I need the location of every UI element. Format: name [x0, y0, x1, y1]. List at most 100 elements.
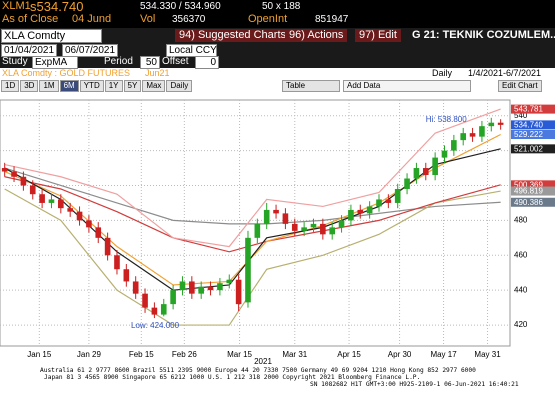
date-range: 1/4/2021-6/7/2021: [468, 68, 542, 78]
security-input[interactable]: XLA Comdty: [1, 29, 102, 43]
candle-body: [29, 185, 36, 195]
candle-body: [160, 304, 167, 315]
candle-body: [1, 168, 8, 172]
period-button[interactable]: Max: [142, 80, 166, 92]
candle-body: [67, 208, 73, 212]
candle-body: [207, 286, 214, 291]
actions-button[interactable]: 96) Actions: [285, 29, 348, 42]
price-flag-label: 534.740: [514, 120, 543, 129]
candle-body: [245, 237, 251, 303]
candle-body: [282, 213, 289, 224]
period-button[interactable]: 1D: [1, 80, 20, 92]
period-button[interactable]: 5Y: [123, 80, 142, 92]
candle-body: [11, 171, 17, 177]
year-label: 2021: [254, 357, 272, 366]
candle-body: [263, 209, 270, 224]
candle-body: [217, 283, 223, 291]
x-tick-label: Apr 30: [388, 350, 412, 359]
add-data[interactable]: Add Data: [343, 80, 471, 92]
period-label: Period: [104, 56, 133, 67]
price-flag: [511, 180, 555, 190]
price-flag-label: 496.819: [514, 187, 543, 196]
edit-button[interactable]: 97) Edit: [355, 29, 401, 42]
candle-body: [151, 307, 158, 315]
candle-body: [451, 140, 457, 151]
candle-body: [348, 209, 354, 221]
candle-body: [198, 286, 204, 294]
x-tick-label: Feb 26: [172, 350, 197, 359]
frequency-button[interactable]: Daily: [166, 80, 193, 92]
y-tick-label: 420: [514, 320, 528, 329]
start-date[interactable]: 01/04/2021: [1, 44, 58, 57]
candle-body: [310, 223, 317, 228]
candle-body: [404, 178, 410, 189]
last-price: s534.740: [30, 0, 84, 14]
candle-body: [441, 150, 448, 158]
candle-body: [488, 122, 495, 127]
end-date[interactable]: 06/07/2021: [62, 44, 119, 57]
bid-ask: 534.330 / 534.960: [140, 1, 221, 12]
candle-body: [422, 168, 429, 176]
candle-body: [329, 227, 336, 235]
period[interactable]: 50: [140, 56, 160, 69]
footer-line: Japan 81 3 4565 8900 Singapore 65 6212 1…: [44, 374, 421, 381]
high-note: Hi: 538.800: [426, 115, 467, 124]
currency[interactable]: Local CCY: [166, 44, 217, 57]
suggested-button[interactable]: 94) Suggested Charts: [175, 29, 291, 42]
candle-body: [320, 223, 326, 235]
candle-body: [39, 194, 45, 203]
as-of-date: 04 Jund: [72, 13, 112, 25]
period-button[interactable]: YTD: [79, 80, 104, 92]
x-tick-label: Apr 15: [337, 350, 361, 359]
low-note: Low: 424.000: [131, 321, 180, 330]
x-tick-label: May 31: [474, 350, 501, 359]
period-button[interactable]: 1M: [39, 80, 59, 92]
candle-body: [301, 227, 307, 231]
price-flag-label: 500.369: [514, 180, 543, 189]
page-title: G 21: TEKNIK COZUMLEM...: [412, 29, 555, 41]
study[interactable]: ExpMA: [32, 56, 78, 69]
offset[interactable]: 0: [195, 56, 219, 69]
x-tick-label: Jan 29: [77, 350, 102, 359]
size: 50 x 188: [262, 1, 301, 12]
candle-body: [95, 227, 102, 238]
candle-body: [104, 237, 111, 256]
x-tick-label: Jan 15: [27, 350, 52, 359]
y-tick-label: 540: [514, 111, 528, 120]
price-flag: [511, 120, 555, 130]
price-flag-label: 543.781: [514, 105, 543, 114]
candle-body: [460, 133, 467, 141]
chart-name: XLA Comdty : GOLD FUTURES: [2, 68, 131, 78]
x-tick-label: Feb 15: [129, 350, 154, 359]
candle-body: [170, 290, 176, 305]
header-bar: [0, 0, 555, 28]
y-tick-label: 460: [514, 250, 528, 259]
candle-body: [235, 279, 242, 305]
candle-body: [48, 199, 55, 203]
candle-body: [76, 211, 83, 221]
period-button[interactable]: 6M: [59, 80, 79, 92]
ticker: XLM1: [2, 0, 31, 12]
candle-body: [123, 269, 130, 282]
oi-label: OpenInt: [248, 13, 288, 25]
period-buttons: 1D 3D 1M 6M YTD 1Y 5Y Max Daily: [1, 80, 193, 92]
contract: Jun21: [145, 68, 170, 78]
edit-chart-button[interactable]: Edit Chart: [498, 80, 542, 92]
period-button[interactable]: 3D: [20, 80, 39, 92]
vol-label: Vol: [140, 13, 156, 25]
candle-body: [226, 279, 233, 284]
vol: 356370: [172, 14, 206, 25]
price-flag: [511, 186, 555, 196]
candle-body: [413, 168, 420, 179]
candle-body: [497, 122, 504, 125]
period-button[interactable]: 1Y: [104, 80, 123, 92]
candle-body: [394, 188, 401, 203]
x-tick-label: Mar 31: [282, 350, 307, 359]
price-flag: [511, 104, 555, 114]
candle-body: [114, 255, 120, 270]
candle-body: [179, 281, 186, 291]
indicator-line: [4, 108, 501, 248]
table-button[interactable]: Table: [282, 80, 340, 92]
candle-body: [376, 199, 382, 207]
